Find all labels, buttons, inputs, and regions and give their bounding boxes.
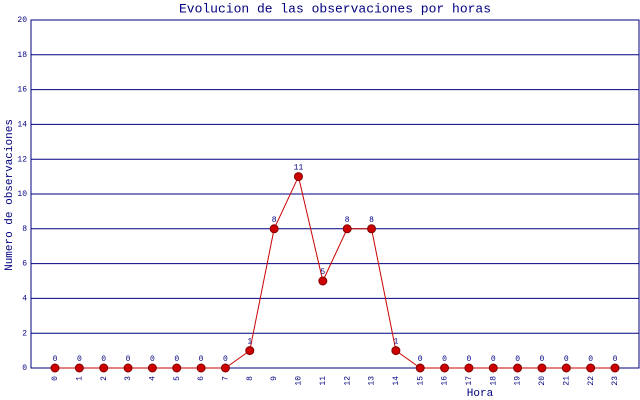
data-label: 0 bbox=[540, 355, 545, 364]
data-point bbox=[99, 363, 109, 373]
x-tick-label: 15 bbox=[416, 376, 425, 386]
x-tick-label: 7 bbox=[222, 376, 231, 381]
data-point bbox=[464, 363, 474, 373]
y-tick-label: 6 bbox=[22, 260, 27, 269]
data-point bbox=[513, 363, 523, 373]
data-label: 0 bbox=[150, 355, 155, 364]
data-label: 8 bbox=[345, 216, 350, 225]
data-point bbox=[293, 172, 303, 182]
x-tick-label: 6 bbox=[197, 376, 206, 381]
x-tick-label: 3 bbox=[124, 376, 133, 381]
data-label: 8 bbox=[369, 216, 374, 225]
data-label: 5 bbox=[320, 268, 325, 277]
x-tick-label: 18 bbox=[489, 376, 498, 386]
data-label: 11 bbox=[294, 164, 304, 173]
data-label: 8 bbox=[272, 216, 277, 225]
data-point bbox=[123, 363, 133, 373]
data-label: 0 bbox=[564, 355, 569, 364]
x-tick-label: 9 bbox=[270, 376, 279, 381]
data-label: 0 bbox=[442, 355, 447, 364]
y-tick-label: 10 bbox=[17, 190, 27, 199]
data-label: 0 bbox=[174, 355, 179, 364]
data-point bbox=[50, 363, 60, 373]
data-label: 0 bbox=[53, 355, 58, 364]
x-tick-label: 8 bbox=[246, 376, 255, 381]
data-label: 0 bbox=[126, 355, 131, 364]
data-label: 0 bbox=[491, 355, 496, 364]
data-point bbox=[220, 363, 230, 373]
x-tick-label: 20 bbox=[538, 376, 547, 386]
data-label: 1 bbox=[393, 338, 398, 347]
x-tick-label: 14 bbox=[392, 376, 401, 386]
chart-title: Evolucion de las observaciones por horas bbox=[179, 1, 491, 16]
x-tick-label: 4 bbox=[149, 376, 158, 381]
data-line bbox=[55, 175, 615, 369]
x-tick-label: 23 bbox=[611, 376, 620, 386]
x-tick-label: 22 bbox=[587, 376, 596, 386]
data-label: 0 bbox=[199, 355, 204, 364]
data-point bbox=[610, 363, 620, 373]
y-tick-label: 2 bbox=[22, 329, 27, 338]
data-point bbox=[415, 363, 425, 373]
y-tick-label: 16 bbox=[17, 86, 27, 95]
x-tick-label: 17 bbox=[465, 376, 474, 386]
data-point bbox=[537, 363, 547, 373]
data-label: 0 bbox=[223, 355, 228, 364]
data-label: 0 bbox=[101, 355, 106, 364]
y-tick-label: 12 bbox=[17, 155, 27, 164]
x-tick-label: 1 bbox=[75, 376, 84, 381]
x-tick-label: 5 bbox=[173, 376, 182, 381]
data-label: 0 bbox=[588, 355, 593, 364]
data-point bbox=[488, 363, 498, 373]
data-point bbox=[196, 363, 206, 373]
data-point bbox=[367, 224, 377, 234]
y-tick-label: 0 bbox=[22, 364, 27, 373]
x-tick-label: 2 bbox=[100, 376, 109, 381]
data-point bbox=[586, 363, 596, 373]
y-axis-label: Numero de observaciones bbox=[4, 119, 16, 271]
data-point bbox=[74, 363, 84, 373]
x-tick-label: 16 bbox=[441, 376, 450, 386]
x-tick-label: 12 bbox=[343, 376, 352, 386]
x-tick-label: 13 bbox=[368, 376, 377, 386]
data-label: 1 bbox=[247, 338, 252, 347]
x-tick-label: 19 bbox=[514, 376, 523, 386]
y-tick-label: 14 bbox=[17, 121, 27, 130]
data-label: 0 bbox=[418, 355, 423, 364]
data-label: 0 bbox=[515, 355, 520, 364]
y-tick-label: 20 bbox=[17, 16, 27, 25]
x-tick-label: 0 bbox=[51, 376, 60, 381]
y-tick-label: 18 bbox=[17, 51, 27, 60]
data-label: 0 bbox=[467, 355, 472, 364]
y-tick-label: 8 bbox=[22, 225, 27, 234]
data-point bbox=[147, 363, 157, 373]
data-point bbox=[318, 276, 328, 286]
y-tick-label: 4 bbox=[22, 295, 27, 304]
data-label: 0 bbox=[613, 355, 618, 364]
data-point bbox=[391, 346, 401, 356]
x-axis-label: Hora bbox=[467, 388, 494, 400]
x-tick-label: 10 bbox=[295, 376, 304, 386]
data-point bbox=[342, 224, 352, 234]
data-point bbox=[561, 363, 571, 373]
data-point bbox=[269, 224, 279, 234]
x-tick-label: 11 bbox=[319, 376, 328, 386]
x-tick-label: 21 bbox=[562, 376, 571, 386]
data-label: 0 bbox=[77, 355, 82, 364]
data-point bbox=[172, 363, 182, 373]
data-point bbox=[245, 346, 255, 356]
data-point bbox=[440, 363, 450, 373]
